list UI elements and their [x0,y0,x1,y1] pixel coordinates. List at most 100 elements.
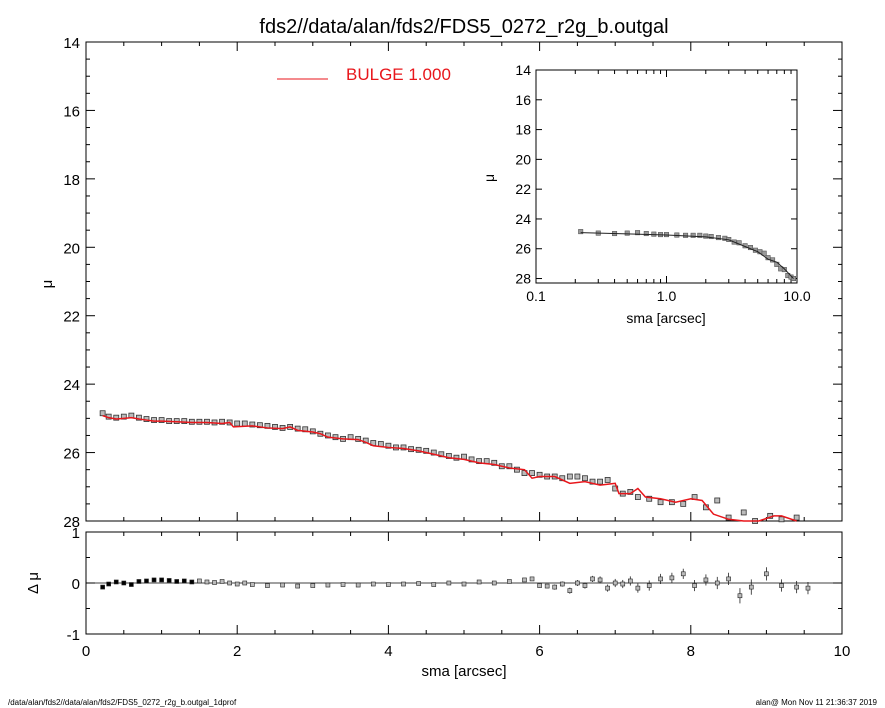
residual-x-tick-label: 10 [834,643,851,660]
inset-x-tick-label: 1.0 [657,288,677,304]
main-data-point [400,444,407,451]
residual-data-point [575,580,580,586]
residual-data-point [401,581,406,587]
main-data-point [536,471,543,478]
residual-data-point [491,580,497,586]
residual-data-point [431,582,437,587]
residual-data-point [219,579,225,584]
main-data-point [241,420,248,427]
inset-y-tick-label: 22 [515,181,531,197]
residual-data-point [764,571,769,577]
residual-panel: -101 0 2 4 6 8 10 Δ μ sma [arcsec] [25,525,850,680]
residual-data-point [805,585,811,591]
residual-data-point [340,582,346,587]
residual-data-point [537,583,542,588]
inset-data-point [690,232,696,238]
main-y-tick-label: 22 [63,309,80,326]
residual-data-point [726,576,731,582]
inset-data-point [635,230,641,236]
main-data-point [574,473,581,480]
residual-data-point [476,579,482,585]
residual-y-axis: -1 0 1 [67,525,842,644]
residual-data-point [265,583,270,588]
inset-log-panel: 14 16 18 20 22 24 26 28 0.1 1.0 10.0 μ sma [arcse… [481,62,811,326]
main-data-point [597,478,603,485]
residual-data-point [136,579,142,584]
main-data-point [234,420,241,427]
inset-data-point [761,250,767,256]
residual-y-tick-label: -1 [67,627,80,644]
main-data-point [256,422,263,429]
residual-data-point [355,582,361,588]
residual-data-point [129,582,134,587]
main-data-point [589,478,596,485]
inset-panel-background [536,70,797,283]
residual-data-point [612,580,618,586]
residual-data-points [100,567,811,604]
residual-data-point [658,576,663,582]
residual-data-point [529,576,535,582]
main-data-point [476,458,483,465]
inset-model-line [580,232,794,279]
inset-x-axis: 0.1 1.0 10.0 [526,70,811,304]
main-y-axis-label: μ [39,280,56,289]
residual-data-point [779,583,784,588]
main-data-point [423,447,430,454]
residual-data-point [295,583,300,589]
residual-x-tick-label: 6 [535,643,543,660]
bulge-model-line [102,414,797,522]
residual-data-point [559,581,565,587]
residual-data-point [204,579,210,585]
residual-data-point [121,580,127,586]
main-data-point [219,418,225,425]
inset-data-point [715,235,721,241]
main-data-point [725,514,732,521]
residual-data-point [714,580,720,586]
residual-data-point [144,578,149,584]
main-data-point [680,500,687,507]
main-data-point [445,453,452,459]
residual-y-axis-label: Δ μ [25,572,42,594]
footer-file-path: /data/alan/fds2//data/alan/fds2/FDS5_027… [8,698,237,707]
main-data-point [113,414,120,421]
residual-data-point [620,581,626,587]
residual-data-point [446,580,452,586]
main-data-point [136,414,142,421]
main-data-point [430,449,437,456]
main-data-point [740,509,747,516]
residual-x-axis: 0 2 4 6 8 10 [82,532,851,660]
residual-data-point [590,576,595,582]
inset-y-tick-label: 18 [515,122,531,138]
main-data-point [491,459,498,466]
main-data-point [468,456,475,463]
residual-data-point [370,581,376,587]
main-data-point [99,410,106,417]
residual-data-point [250,582,255,587]
residual-data-point [166,578,172,583]
inset-x-tick-label: 10.0 [783,288,810,304]
residual-data-point [325,582,331,588]
residual-data-point [597,577,603,583]
residual-data-point [310,583,316,588]
residual-x-tick-label: 8 [687,643,695,660]
inset-data-point [578,229,584,235]
residual-data-point [544,583,550,589]
residual-data-point [522,577,527,583]
inset-data-point [774,261,780,267]
inset-y-tick-label: 14 [515,62,531,78]
inset-y-tick-label: 28 [515,271,531,287]
residual-data-point [507,579,512,584]
main-y-tick-label: 20 [63,240,80,257]
main-data-point [181,418,188,424]
main-y-axis: 14 16 18 20 22 24 26 28 [63,35,842,531]
inset-y-tick-label: 16 [515,92,531,108]
main-data-point [120,413,127,420]
main-data-point [646,495,653,502]
residual-data-point [242,580,248,586]
residual-data-point [159,577,164,583]
residual-data-point [416,581,421,586]
legend-label: BULGE 1.000 [346,65,451,84]
residual-data-point [703,577,709,583]
main-data-point [657,499,664,506]
